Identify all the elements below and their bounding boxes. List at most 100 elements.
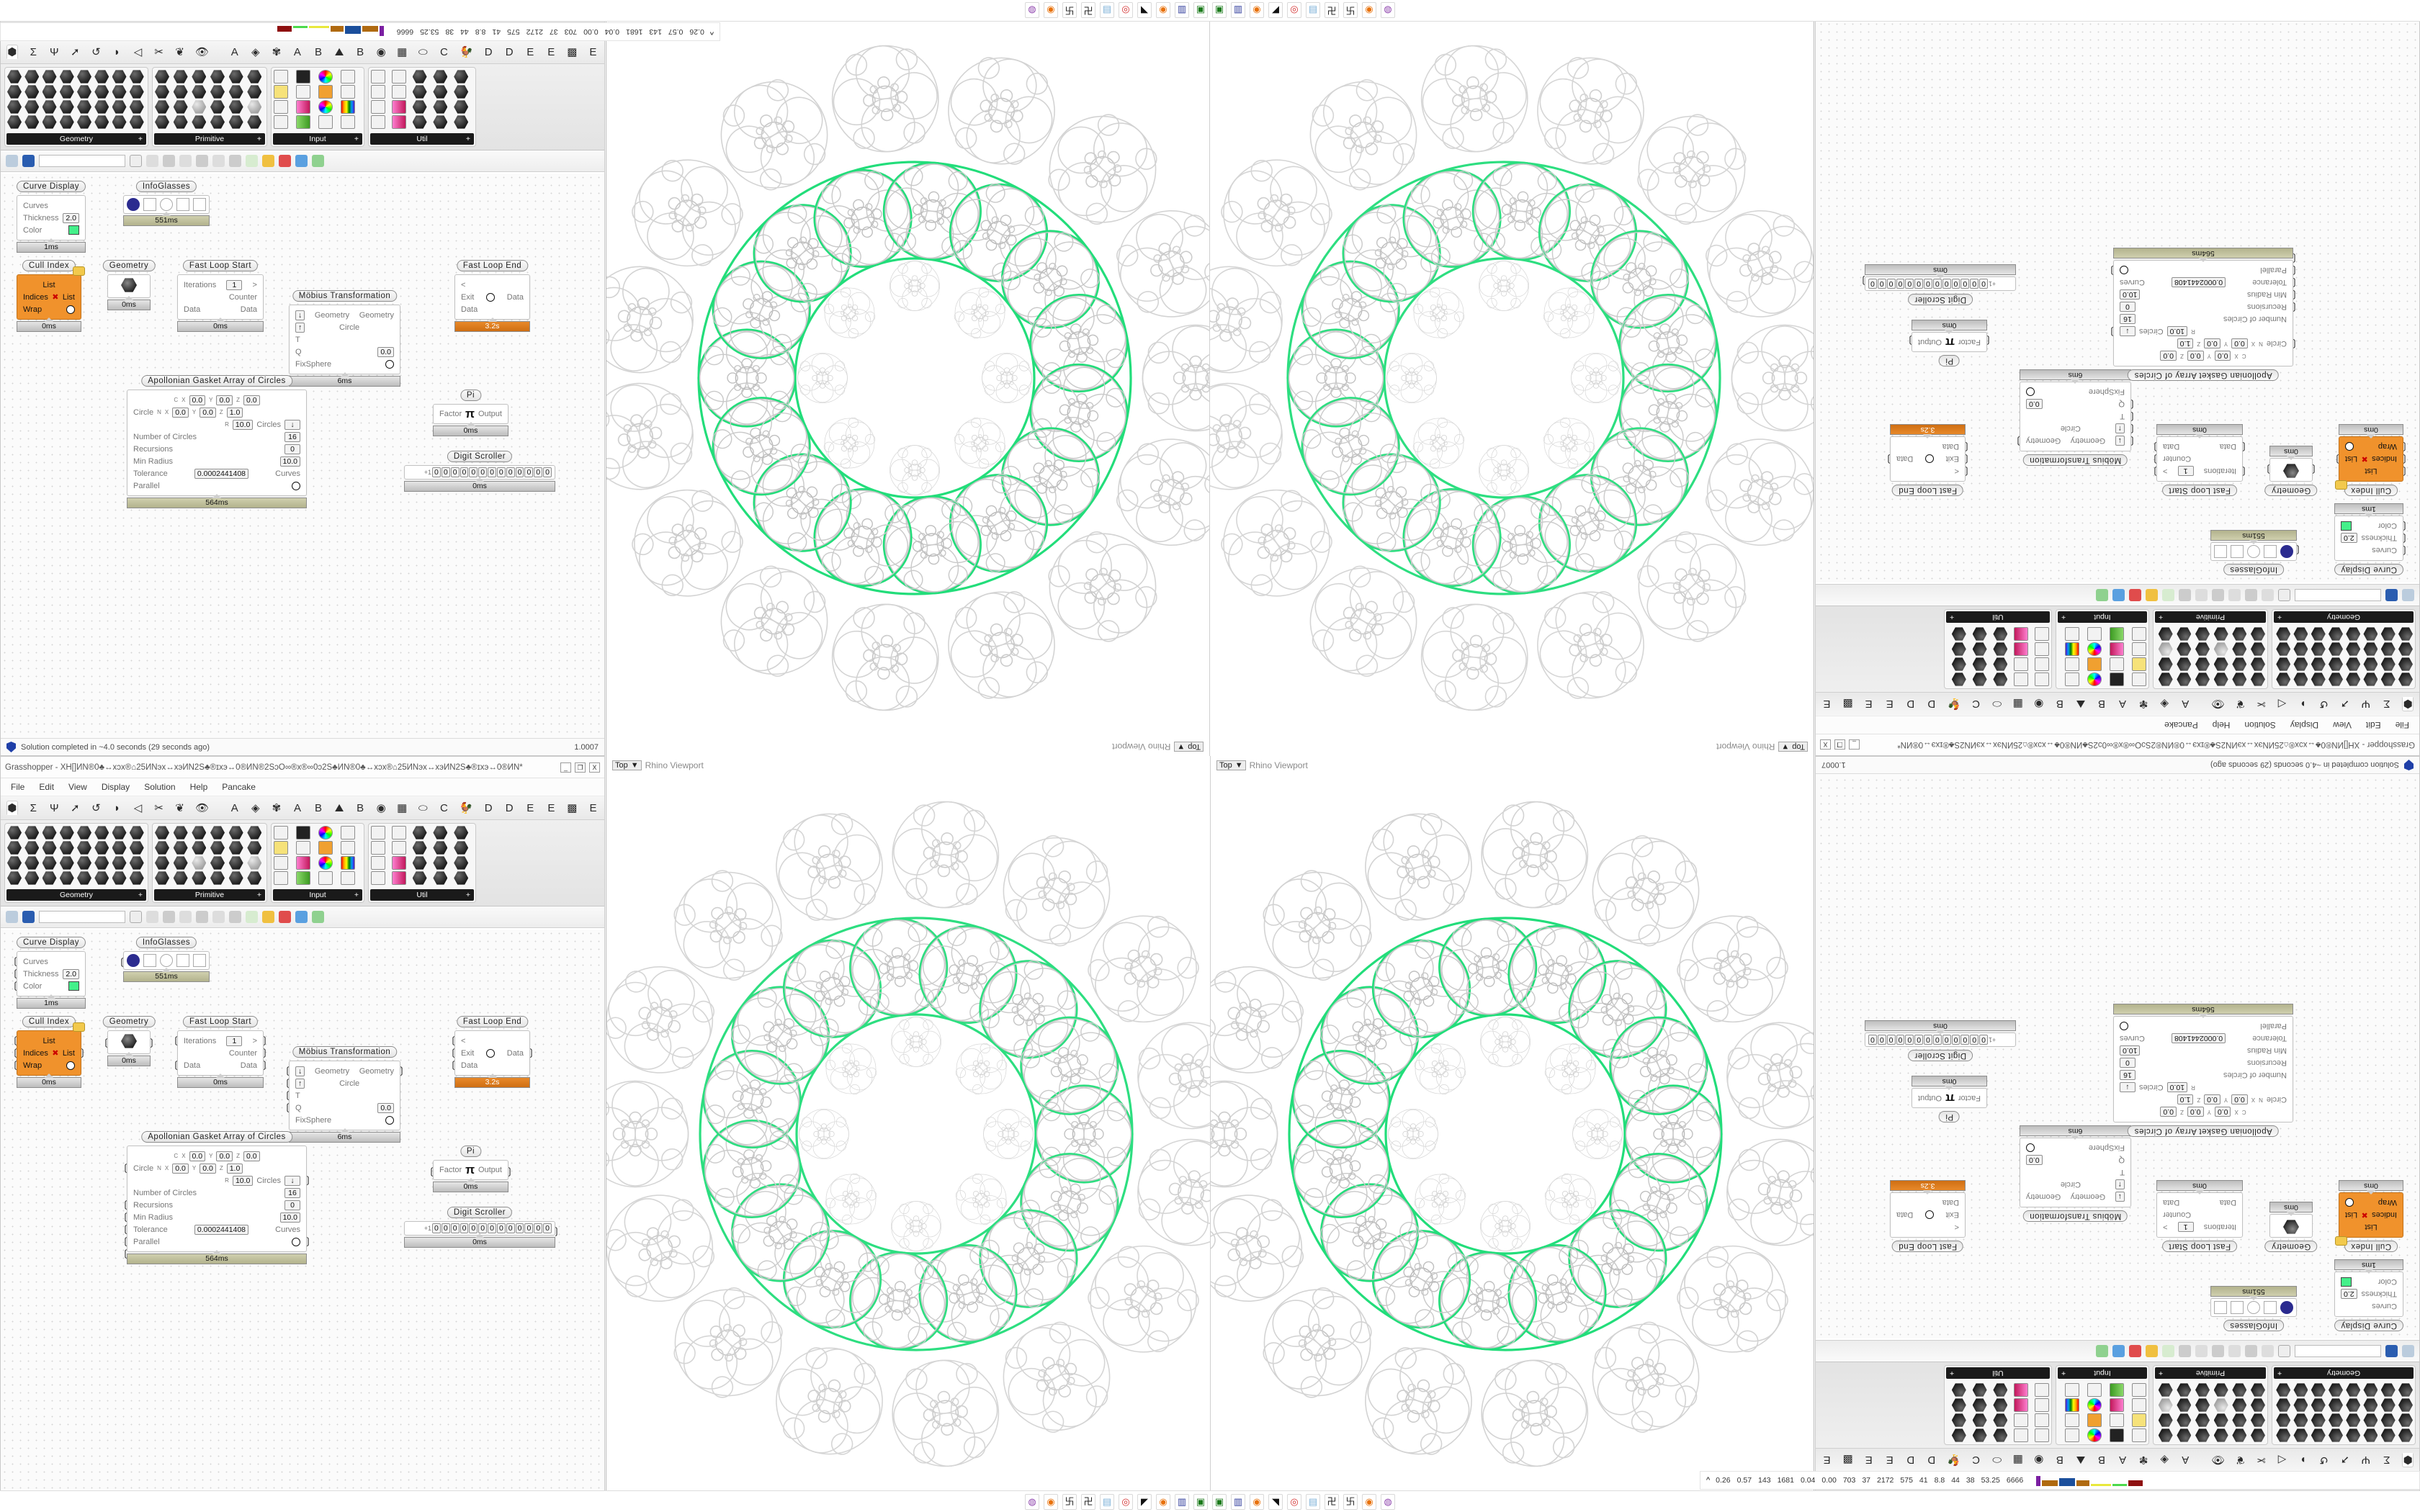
menu-pancake[interactable]: Pancake [2164, 720, 2198, 730]
util-r-icon-8[interactable] [2014, 1383, 2029, 1397]
ribbon-overflow-q[interactable]: ▩ [567, 802, 578, 814]
prim-icon-5[interactable] [2232, 672, 2246, 686]
eye-icon-right[interactable] [2245, 1345, 2257, 1357]
ap-par-toggle-r[interactable] [2120, 1022, 2128, 1031]
geom-r-icon-1[interactable] [2398, 1428, 2413, 1442]
util-icon-12[interactable] [1993, 627, 2007, 641]
stack-icon[interactable] [176, 954, 189, 967]
port-in-pi-factor[interactable]: ❲ [1984, 336, 1992, 346]
ap-radius-r[interactable]: 10.0 [2166, 1082, 2188, 1093]
prim-r-icon-6[interactable] [174, 85, 188, 99]
ribbon-overflow-i-right[interactable]: ▦ [2012, 1454, 2023, 1466]
util-r-icon-12[interactable] [413, 115, 427, 129]
taskbar-notepad-icon[interactable]: ▤ [1100, 1493, 1114, 1510]
digit-12[interactable]: 0 [543, 1223, 552, 1233]
menu-edit[interactable]: Edit [39, 782, 55, 792]
digit-r-3[interactable]: 0 [460, 467, 469, 477]
geom-r-icon-16[interactable] [60, 115, 74, 129]
node-digit-scroller-right[interactable]: Digit Scroller +1 0 0 0 0 0 0 0 0 [1865, 1020, 2016, 1061]
prim-icon-4[interactable] [2251, 627, 2265, 641]
ribbon-tab-params[interactable]: ⬢ [6, 801, 18, 815]
ribbon-overflow-g-right[interactable]: B [2056, 1454, 2063, 1467]
input-icon-5[interactable] [2110, 672, 2124, 686]
ribbon-overflow-m-right[interactable]: D [484, 45, 493, 58]
ci-wrap-toggle-r[interactable] [2345, 1198, 2354, 1207]
prim-r-icon-4[interactable] [155, 115, 169, 129]
node-geometry[interactable]: Geometry ❲ ❳ 0ms [102, 1016, 156, 1066]
taskbar-terminal2-icon[interactable]: ▣ [1193, 2, 1208, 19]
prim-icon-5[interactable] [173, 826, 188, 840]
panel-tab-geometry[interactable]: Geometry [6, 889, 146, 901]
prim-icon-24[interactable] [247, 871, 262, 885]
taskbar-inkscape-icon[interactable]: ◤ [1137, 1493, 1152, 1510]
ribbon-tab-display[interactable]: 👁 [195, 802, 210, 814]
input-icon-5[interactable] [296, 826, 310, 840]
geom-r-icon-26[interactable] [112, 85, 127, 99]
node-body-pi[interactable]: Factor π Output ❲ ❳ [1906, 332, 1992, 352]
ribbon-overflow-i-right[interactable]: ▦ [397, 46, 408, 58]
node-body-info-glasses-right[interactable] [2210, 1298, 2297, 1317]
digit-r-11[interactable]: 0 [1877, 1035, 1886, 1045]
panel-util[interactable]: Util [368, 823, 476, 903]
prim-r-icon-2[interactable] [155, 85, 169, 99]
port-out-data[interactable]: ❳ [261, 1059, 269, 1070]
port-in-mobius-geometry[interactable]: ❲ [284, 1065, 292, 1076]
prim-icon-12[interactable] [192, 871, 207, 885]
panel-geometry-right[interactable]: Geometry [4, 67, 148, 147]
node-pi[interactable]: Pi Factor π Output ❲ ❳ 0ms [1906, 320, 1992, 366]
node-body-cull-index-right[interactable]: List Indices ✖ List Wrap [17, 266, 85, 320]
prim-icon-14[interactable] [2195, 657, 2210, 671]
ribbon-panels-left[interactable]: Geometry Primitive [1816, 606, 2419, 692]
panel-tab-primitive[interactable]: Primitive [2155, 611, 2266, 623]
save-icon-right[interactable] [2385, 1345, 2398, 1357]
geom-icon-1[interactable] [2398, 672, 2413, 686]
geom-icon-18[interactable] [77, 841, 91, 855]
util-r-icon-19[interactable] [1952, 1398, 1966, 1412]
geom-icon-22[interactable] [2311, 657, 2326, 671]
prim-r-icon-2[interactable] [2251, 1413, 2265, 1427]
taskbar-gimp2-icon[interactable]: ◍ [1381, 1493, 1395, 1510]
taskbar-rhino2-icon[interactable]: ◎ [1119, 2, 1133, 19]
menu-solution[interactable]: Solution [2244, 720, 2276, 730]
ribbon-tab-curve-right[interactable]: ↺ [91, 46, 101, 58]
taskbar-firefox3-icon[interactable]: ◉ [1156, 2, 1170, 19]
ribbon-overflow-b-right[interactable]: ◈ [2160, 1454, 2169, 1466]
input-r-icon-8[interactable] [296, 115, 310, 129]
prim-r-icon-11[interactable] [2214, 1398, 2228, 1412]
ap-minr-value-r[interactable]: 10.0 [279, 456, 300, 467]
util-r-icon-7[interactable] [2014, 1398, 2029, 1412]
apollonian-noc-value[interactable]: 16 [2120, 314, 2136, 325]
geom-icon-10[interactable] [2364, 657, 2378, 671]
node-pi-right[interactable]: Pi Factor π Output 0ms [433, 390, 508, 436]
geom-r-icon-3[interactable] [2398, 1398, 2413, 1412]
ribbon-overflow-r-right[interactable]: E [589, 45, 597, 58]
input-r-icon-16[interactable] [2065, 1383, 2079, 1397]
prim-icon-1[interactable] [155, 826, 169, 840]
puzzle-icon-right[interactable] [193, 198, 206, 211]
digit-4[interactable]: 0 [1942, 279, 1951, 289]
geom-r-icon-14[interactable] [60, 85, 74, 99]
input-r-icon-13[interactable] [341, 70, 355, 84]
cluster-icon-right[interactable] [2162, 1345, 2174, 1357]
ribbon-tab-surface[interactable]: ◗ [2300, 698, 2307, 711]
prim-icon-16[interactable] [210, 871, 225, 885]
sketch-icon-right[interactable] [2195, 1345, 2208, 1357]
remote-icon[interactable] [2096, 589, 2108, 601]
prim-r-icon-23[interactable] [2159, 1398, 2173, 1412]
node-body-fle-right[interactable]: < Exit Data Data [1890, 1192, 1966, 1238]
apollonian-ny[interactable]: 0.0 [200, 1163, 216, 1174]
color-wheel-icon[interactable] [2087, 672, 2102, 686]
node-body-pi-right[interactable]: Factor π Output [433, 404, 508, 424]
cluster-icon[interactable] [246, 911, 258, 923]
port-in-iterations[interactable]: ❲ [2240, 467, 2248, 477]
cull-index-wrap-toggle[interactable] [2345, 442, 2354, 451]
ribbon-panels-left[interactable]: Geometry Primitive [1, 820, 604, 906]
ribbon-tab-vector-right[interactable]: ➚ [71, 46, 80, 58]
input-icon-10[interactable] [2087, 657, 2102, 671]
ribbon-tab-curve-right[interactable]: ↺ [2319, 1454, 2329, 1466]
panel-primitive-icons-right[interactable] [154, 69, 265, 130]
digit-r-4[interactable]: 0 [1942, 1035, 1951, 1045]
geom-icon-20[interactable] [2329, 627, 2343, 641]
apollonian-nx[interactable]: 0.0 [172, 1163, 189, 1174]
taskbar-terminal2-icon[interactable]: ▣ [1212, 1493, 1227, 1510]
